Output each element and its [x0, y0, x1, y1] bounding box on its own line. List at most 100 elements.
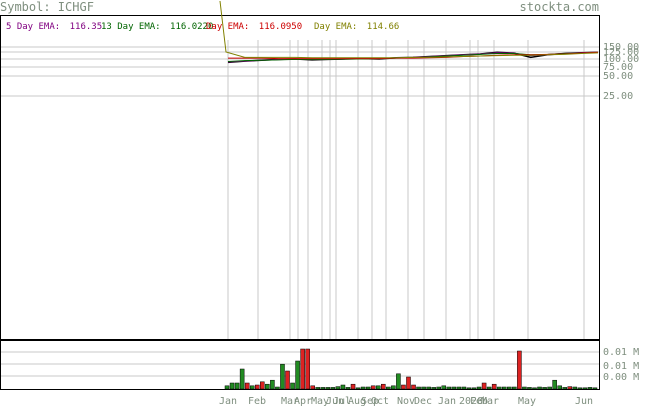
price-tick-label: 100.00 — [603, 54, 639, 65]
volume-bar — [537, 386, 542, 390]
volume-bar — [280, 363, 285, 390]
volume-bar — [320, 387, 326, 390]
volume-bar — [421, 386, 426, 390]
volume-bar — [592, 387, 598, 390]
volume-bar — [345, 387, 351, 390]
volume-bar — [572, 386, 578, 390]
volume-bar — [416, 386, 421, 390]
price-tick-label: 150.00 — [603, 42, 639, 53]
symbol-label: Symbol: ICHGF — [0, 0, 94, 14]
volume-bar — [310, 385, 315, 390]
volume-bar — [406, 376, 411, 390]
time-tick-label: May — [518, 396, 536, 406]
volume-bar — [370, 385, 376, 390]
price-lines — [219, 0, 599, 64]
volume-bar — [512, 386, 517, 390]
time-tick-label: Dec — [414, 396, 432, 406]
volume-bar — [522, 386, 527, 390]
volume-bar — [567, 386, 573, 390]
time-tick-label: Oct — [371, 396, 389, 406]
volume-bar — [300, 348, 305, 390]
legend-ema5: 5 Day EMA: 116.35 — [6, 22, 102, 32]
volume-bar — [249, 385, 255, 390]
volume-bar — [476, 386, 482, 390]
price-tick-label: 50.00 — [603, 71, 633, 82]
price-tick-label: 25.00 — [603, 91, 633, 102]
legend-ema13-value: 116.0220 — [170, 22, 213, 32]
volume-bars — [224, 348, 598, 390]
volume-bar — [517, 350, 522, 390]
volume-bar — [527, 387, 532, 390]
price-tick-label: 125.00 — [603, 47, 639, 58]
site-label[interactable]: stockta.com — [520, 0, 599, 14]
volume-bar — [325, 387, 331, 390]
volume-bar — [234, 382, 240, 390]
volume-bar — [330, 387, 336, 390]
volume-bar — [375, 385, 381, 390]
time-tick-label: Aug — [348, 396, 366, 406]
volume-bar — [471, 387, 477, 390]
ema-legend: 5 Day EMA: 116.35 13 Day EMA: 116.0220 D… — [6, 22, 399, 32]
volume-bar — [547, 386, 552, 390]
legend-ema13: 13 Day EMA: 116.0220 — [101, 22, 213, 32]
volume-bar — [360, 386, 366, 390]
volume-bar — [562, 387, 568, 390]
volume-bar — [507, 386, 512, 390]
legend-ema-red: Day EMA: 116.0950 — [206, 22, 302, 32]
volume-bar — [441, 385, 447, 390]
volume-bar — [270, 379, 275, 390]
volume-bar — [265, 383, 270, 390]
volume-bar — [491, 383, 497, 390]
volume-bar — [411, 384, 416, 390]
volume-bar — [446, 386, 452, 390]
volume-bar — [315, 387, 321, 390]
volume-bar — [239, 368, 245, 390]
volume-bar — [431, 387, 436, 390]
time-tick-label: Feb — [470, 396, 488, 406]
time-tick-label: Jul — [333, 396, 351, 406]
volume-bar — [436, 386, 441, 390]
volume-bar — [290, 382, 295, 390]
legend-ema5-value: 116.35 — [70, 22, 103, 32]
volume-bar — [481, 382, 487, 390]
volume-bar — [391, 385, 396, 390]
volume-bar — [486, 386, 492, 390]
volume-bar — [275, 386, 280, 390]
volume-bar — [224, 385, 230, 390]
legend-ema-red-label: Day EMA: — [206, 22, 249, 32]
volume-bar — [305, 348, 310, 390]
volume-bar — [542, 387, 547, 390]
volume-bar — [461, 386, 467, 390]
volume-tick-label: 0.01 M — [603, 361, 639, 372]
volume-bar — [335, 386, 341, 390]
time-tick-label: Jan — [438, 396, 456, 406]
volume-bar — [244, 382, 250, 390]
volume-bar — [386, 386, 391, 390]
legend-ema-olive-label: Day EMA: — [314, 22, 357, 32]
volume-bar — [426, 386, 431, 390]
legend-ema-olive-value: 114.66 — [367, 22, 400, 32]
time-tick-label: Nov — [397, 396, 415, 406]
volume-bar — [355, 387, 361, 390]
time-tick-label: Apr — [294, 396, 312, 406]
volume-bar — [285, 370, 290, 390]
volume-bar — [451, 386, 457, 390]
legend-ema-red-value: 116.0950 — [259, 22, 302, 32]
volume-bar — [501, 386, 507, 390]
time-tick-label: 2020 — [459, 396, 483, 406]
volume-bar — [295, 360, 300, 390]
volume-bar — [587, 387, 593, 390]
volume-bar — [365, 386, 371, 390]
time-tick-label: Jun — [575, 396, 593, 406]
time-tick-label: Jan — [219, 396, 237, 406]
volume-bar — [456, 386, 462, 390]
price-tick-label: 75.00 — [603, 62, 633, 73]
time-tick-label: Mar — [481, 396, 499, 406]
time-tick-label: Mar — [281, 396, 299, 406]
volume-bar — [532, 387, 537, 390]
volume-panel-frame — [0, 340, 600, 390]
volume-tick-label: 0.00 M — [603, 372, 639, 383]
legend-ema13-label: 13 Day EMA: — [101, 22, 161, 32]
